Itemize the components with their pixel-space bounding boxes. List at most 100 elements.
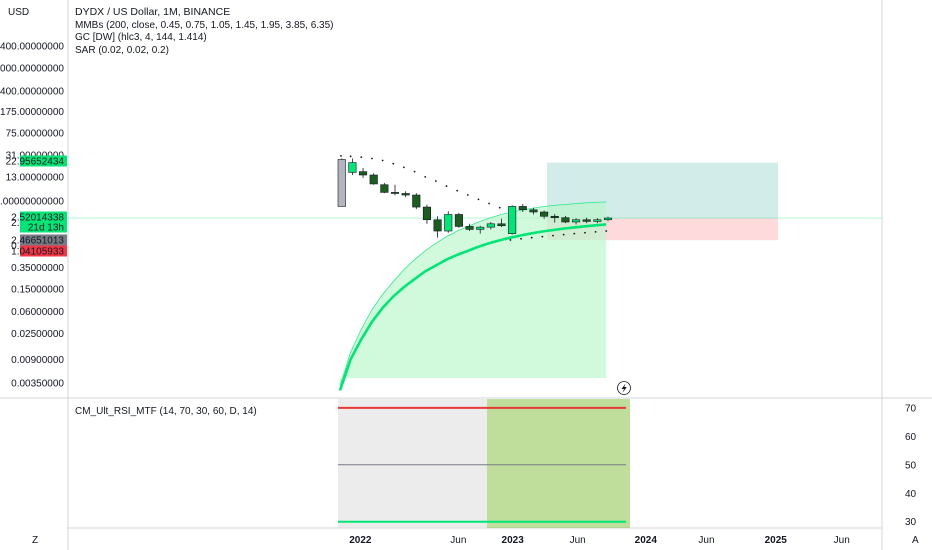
price-label-bg xyxy=(20,221,67,233)
candle-body xyxy=(550,215,559,219)
candle-body xyxy=(593,219,602,222)
sar-dot xyxy=(573,232,576,235)
indicator-gc: GC [DW] (hlc3, 4, 144, 1.414) xyxy=(75,32,207,43)
sar-dot xyxy=(530,236,533,239)
candle-body xyxy=(561,217,570,223)
rsi-pane xyxy=(338,399,630,528)
sar-dot xyxy=(424,175,427,178)
sar-dot xyxy=(445,185,448,187)
price-label-bg xyxy=(20,155,67,167)
price-label-bg xyxy=(20,245,67,257)
sar-dot xyxy=(371,157,373,160)
candle-body xyxy=(444,214,453,232)
rsi-tick-label: 60 xyxy=(905,432,917,443)
time-tick-label: 2022 xyxy=(349,535,372,546)
indicator-sar: SAR (0.02, 0.02, 0.2) xyxy=(75,45,169,56)
price-tick-label: 0.06000000 xyxy=(11,307,64,318)
candle-body xyxy=(337,159,346,207)
time-tick-label: 2024 xyxy=(635,535,658,546)
price-label-countdown: 21d 13h xyxy=(28,223,64,234)
gc-main-line xyxy=(338,223,607,391)
candle-body xyxy=(412,194,421,208)
sar-dot xyxy=(360,156,363,159)
price-tick-label: 5.00000000000 xyxy=(0,196,64,207)
candle-body xyxy=(518,206,527,211)
gc-channel xyxy=(338,201,607,391)
sar-dot xyxy=(413,170,416,173)
sar-dot xyxy=(509,239,512,241)
rsi-tick-label: 70 xyxy=(905,403,917,414)
candles[interactable] xyxy=(337,158,613,238)
price-label-mid: 2.46651013 xyxy=(11,236,64,247)
candle-body xyxy=(508,206,517,234)
sar-dot xyxy=(381,159,384,162)
candle-body xyxy=(603,217,613,221)
price-label-low: 1.04105933 xyxy=(11,247,64,258)
price-tick-label: 0.00900000 xyxy=(11,355,64,366)
sar-dot xyxy=(605,230,608,232)
price-tick-label: 0.15000000 xyxy=(11,284,64,295)
sar-dot xyxy=(466,194,469,196)
time-tick-label: 2023 xyxy=(502,535,525,546)
sar-dot xyxy=(520,237,522,240)
rsi-tick-label: 40 xyxy=(905,489,917,500)
price-label-bg xyxy=(20,234,67,246)
candle-body xyxy=(433,219,442,232)
sar-dot xyxy=(552,234,554,237)
gc-upper-line xyxy=(339,201,607,387)
sar-dot xyxy=(349,155,352,158)
price-tick-label: 0.35000000 xyxy=(11,263,64,274)
rsi-bull-band xyxy=(487,399,630,528)
candle-body xyxy=(369,174,378,185)
rsi-tick-label: 30 xyxy=(905,517,917,528)
candle-body xyxy=(497,223,506,227)
rsi-title: CM_Ult_RSI_MTF (14, 70, 30, 60, D, 14) xyxy=(75,406,257,417)
candle-body xyxy=(390,192,400,194)
price-label-bg xyxy=(20,211,67,223)
rsi-tick-label: 50 xyxy=(905,460,917,471)
candle-body xyxy=(476,226,485,230)
candle-body xyxy=(540,211,549,217)
candle-body xyxy=(582,219,591,222)
time-tick-label: 2025 xyxy=(765,535,788,546)
price-label-last: 2.52014338 xyxy=(11,213,64,224)
price-tick-label: 1000.00000000 xyxy=(0,63,64,74)
candle-body xyxy=(358,171,368,176)
candle-body xyxy=(401,193,410,196)
sar-dot xyxy=(340,154,342,157)
time-tick-label: Jun xyxy=(570,535,586,546)
time-tick-label: Jun xyxy=(834,535,850,546)
candle-body xyxy=(571,219,581,223)
indicator-mmbs: MMBs (200, close, 0.45, 0.75, 1.05, 1.45… xyxy=(75,20,334,31)
candle-body xyxy=(380,184,389,193)
rsi-neutral-band xyxy=(338,399,487,528)
candle-body xyxy=(529,209,538,213)
alert-icon[interactable] xyxy=(617,381,631,395)
corner-left-label[interactable]: Z xyxy=(32,535,38,546)
price-tick-label: 400.00000000 xyxy=(0,86,64,97)
price-tick-label: 175.00000000 xyxy=(0,107,64,118)
candle-body xyxy=(348,162,357,173)
sar-dot xyxy=(434,180,437,182)
candle-body xyxy=(486,223,495,228)
sar-dot xyxy=(403,166,405,169)
candle-body xyxy=(465,226,474,230)
candle-body xyxy=(454,214,463,227)
price-tick-label: 13.00000000 xyxy=(6,172,65,183)
currency-label: USD xyxy=(8,7,29,18)
price-label-high: 22.95652434 xyxy=(6,157,65,168)
price-tick-label: 0.00350000 xyxy=(11,379,64,390)
sar-dot xyxy=(477,198,480,201)
chart-title: DYDX / US Dollar, 1M, BINANCE xyxy=(75,6,230,18)
candle-body xyxy=(422,206,432,221)
sar-dot xyxy=(392,162,395,165)
sar-dot xyxy=(498,206,501,209)
gc-fill-area xyxy=(340,201,607,387)
sar-dot xyxy=(488,202,490,205)
sar-dots xyxy=(340,154,608,241)
price-tick-label: 75.00000000 xyxy=(6,128,65,139)
corner-right-label[interactable]: A xyxy=(912,535,919,546)
price-tick-label: 2400.00000000 xyxy=(0,42,64,53)
